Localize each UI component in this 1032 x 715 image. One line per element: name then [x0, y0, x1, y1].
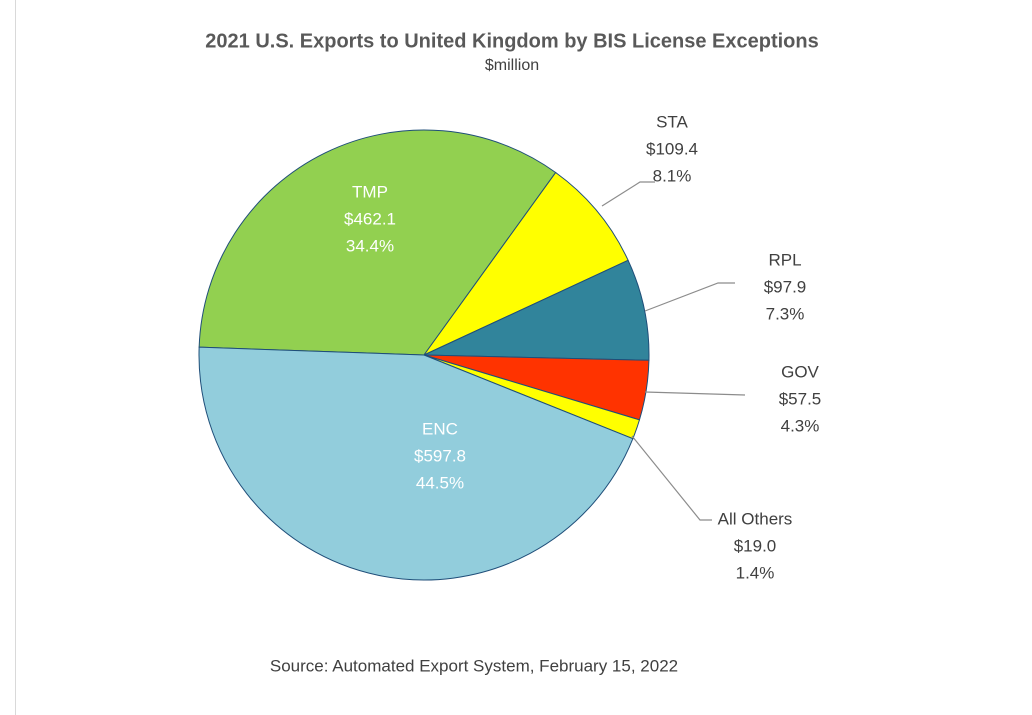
slice-category-label: RPL [768, 250, 801, 269]
slice-category-label: TMP [352, 182, 388, 201]
pie-slice [422, 171, 629, 357]
slice-percent-label: 7.3% [766, 304, 805, 323]
slice-category-label: STA [656, 112, 688, 131]
pie-slice [198, 129, 557, 356]
slice-percent-label: 44.5% [416, 473, 464, 492]
source-note: Source: Automated Export System, Februar… [270, 656, 678, 675]
slice-value-label: $19.0 [734, 536, 777, 555]
slice-category-label: ENC [422, 419, 458, 438]
slice-value-label: $57.5 [779, 389, 822, 408]
slice-value-label: $97.9 [764, 277, 807, 296]
slice-value-label: $597.8 [414, 446, 466, 465]
slice-percent-label: 8.1% [653, 166, 692, 185]
pie-slice [198, 346, 634, 581]
slice-category-label: All Others [718, 509, 793, 528]
chart-subtitle: $million [485, 57, 539, 74]
leader-line [601, 181, 655, 207]
slice-percent-label: 34.4% [346, 236, 394, 255]
leader-line [631, 435, 712, 521]
slice-category-label: GOV [781, 362, 819, 381]
leader-line [644, 282, 735, 312]
leader-line [644, 391, 746, 396]
slice-value-label: $109.4 [646, 139, 698, 158]
slice-percent-label: 1.4% [736, 563, 775, 582]
pie-slice [423, 259, 650, 361]
slice-value-label: $462.1 [344, 209, 396, 228]
slice-percent-label: 4.3% [781, 416, 820, 435]
chart-title: 2021 U.S. Exports to United Kingdom by B… [205, 30, 818, 52]
